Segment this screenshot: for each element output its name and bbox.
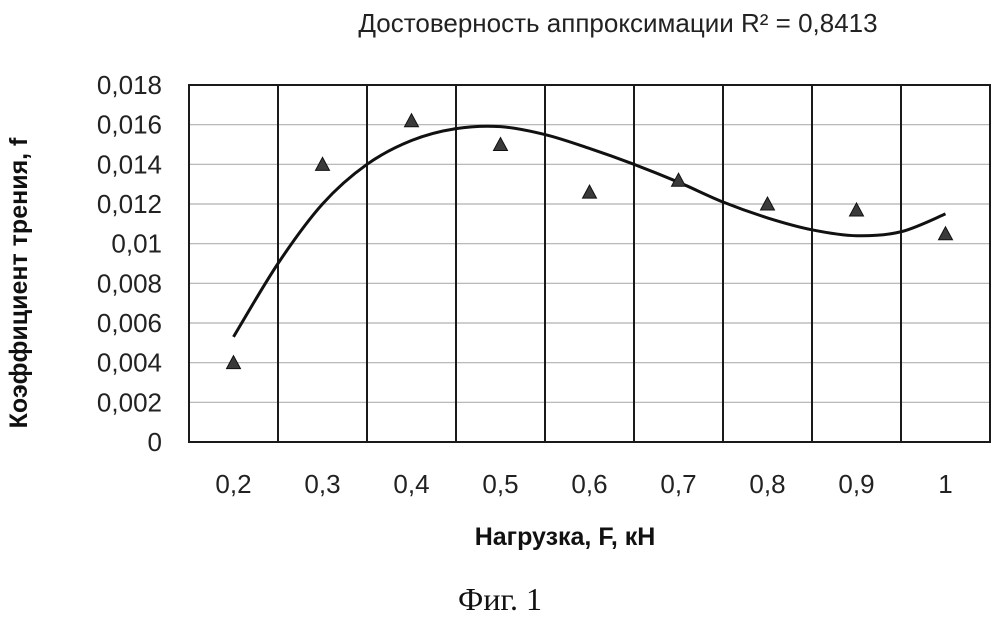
- y-axis-title: Коэффициент трения, f: [5, 137, 33, 428]
- y-tick-label: 0,016: [97, 110, 162, 140]
- y-tick-label: 0: [148, 427, 162, 457]
- y-tick-label: 0,002: [97, 387, 162, 417]
- data-point-triangle: [939, 227, 953, 240]
- y-tick-label: 0,014: [97, 149, 162, 179]
- plot-frame: [189, 85, 990, 442]
- x-tick-label: 0,6: [571, 469, 607, 499]
- x-tick-label: 0,9: [838, 469, 874, 499]
- trendline: [234, 126, 946, 337]
- chart-grid: [189, 85, 990, 442]
- y-tick-label: 0,012: [97, 189, 162, 219]
- figure-caption: Фиг. 1: [458, 581, 542, 617]
- y-tick-label: 0,01: [111, 229, 162, 259]
- data-point-triangle: [850, 203, 864, 216]
- series-layer: [227, 114, 953, 369]
- x-tick-label: 1: [938, 469, 952, 499]
- y-tick-label: 0,008: [97, 268, 162, 298]
- x-axis-ticks: 0,2 0,3 0,4 0,5 0,6 0,7 0,8 0,9 1: [215, 469, 952, 499]
- y-tick-label: 0,004: [97, 348, 162, 378]
- x-tick-label: 0,5: [482, 469, 518, 499]
- data-point-triangle: [405, 114, 419, 127]
- x-tick-label: 0,2: [215, 469, 251, 499]
- r-squared-annotation: Достоверность аппроксимации R² = 0,8413: [358, 8, 877, 38]
- data-point-triangle: [494, 138, 508, 151]
- y-axis-ticks: 0 0,002 0,004 0,006 0,008 0,01 0,012 0,014 0,016…: [97, 70, 162, 457]
- x-tick-label: 0,3: [304, 469, 340, 499]
- y-tick-label: 0,006: [97, 308, 162, 338]
- x-axis-title: Нагрузка, F, кН: [475, 523, 656, 551]
- data-point-triangle: [583, 185, 597, 198]
- x-tick-label: 0,4: [393, 469, 429, 499]
- x-tick-label: 0,7: [660, 469, 696, 499]
- y-tick-label: 0,018: [97, 70, 162, 100]
- x-tick-label: 0,8: [749, 469, 785, 499]
